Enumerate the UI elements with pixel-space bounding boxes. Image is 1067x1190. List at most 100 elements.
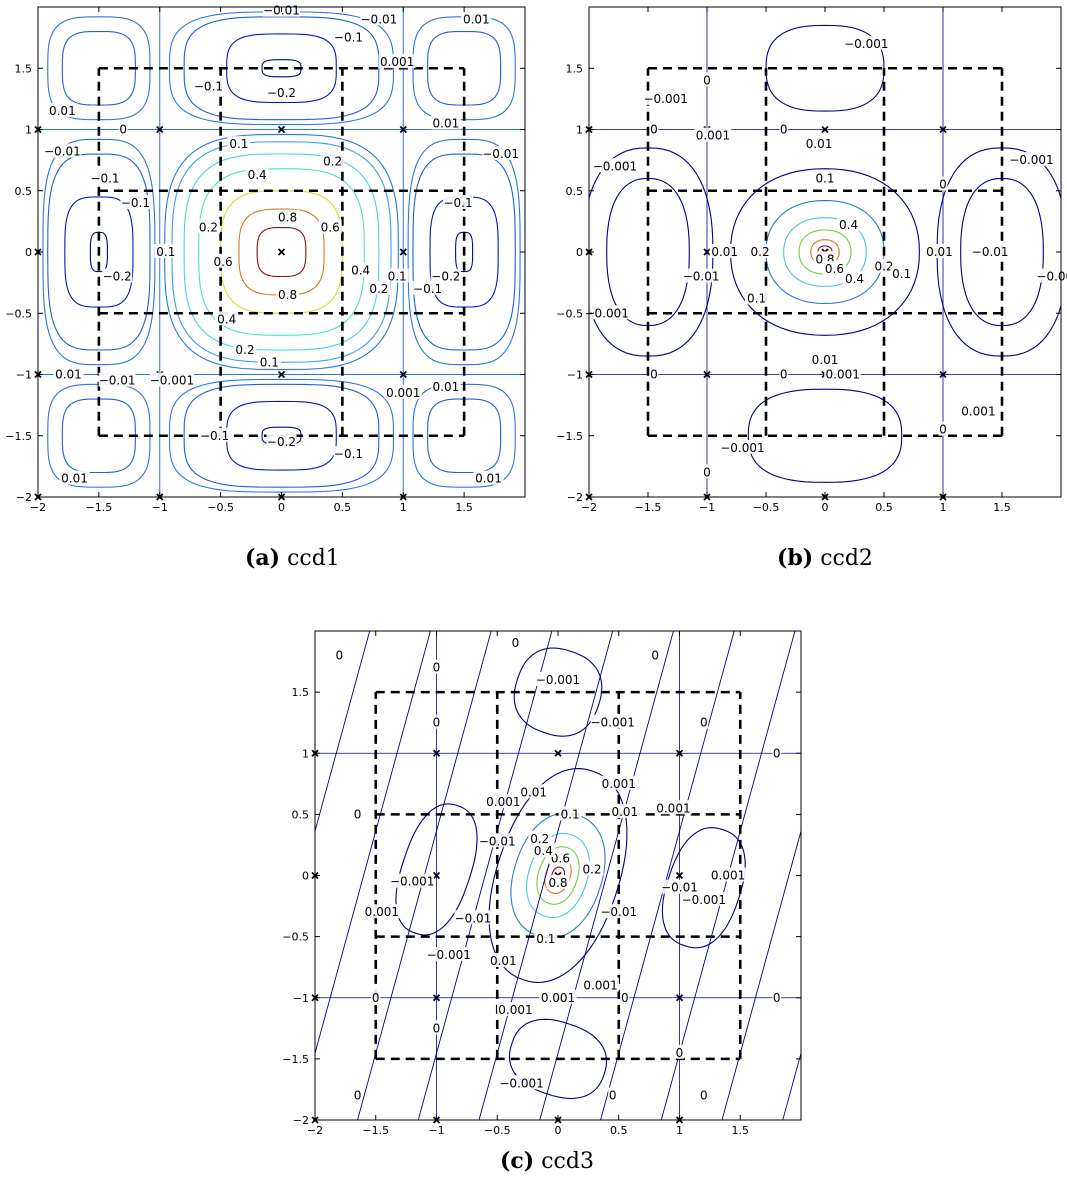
y-tick-label: 0 [576, 246, 583, 259]
contour-label-bg [650, 647, 660, 662]
contour-label: 0.1 [536, 932, 555, 946]
contour-label: 0.2 [369, 282, 388, 296]
contour-label-bg [643, 90, 688, 105]
outer-contour [455, 231, 474, 273]
contour-label: 0.001 [602, 777, 636, 791]
outer-contour [47, 153, 151, 351]
y-tick-label: 1 [576, 124, 583, 137]
outer-contour [261, 59, 302, 78]
contour-label: 0.1 [815, 172, 834, 186]
contour-label-bg [772, 989, 782, 1004]
contour-label: 0.01 [926, 245, 953, 259]
contour-label-bg [443, 195, 474, 209]
contour-label-bg [245, 166, 269, 181]
node-marker-stroke [432, 871, 441, 880]
contour-label: −0.2 [103, 270, 132, 284]
contour-label: −0.001 [150, 374, 194, 388]
contour-label: 0.01 [61, 472, 88, 486]
contour-label-bg [478, 833, 516, 848]
outer-contour [61, 30, 136, 106]
contour-label: −0.001 [643, 92, 687, 106]
node-marker-stroke [821, 125, 829, 134]
node-marker [675, 871, 684, 880]
slanted-zero-line [782, 1051, 801, 1120]
node-marker [675, 749, 684, 757]
y-tick-label: 1 [25, 124, 32, 137]
contour-label: −0.001 [499, 1076, 543, 1090]
contour-label-bg [193, 78, 224, 93]
contour-label: 0.4 [217, 312, 236, 326]
contour-label: 0 [512, 636, 520, 650]
contour-label: 0 [700, 1089, 708, 1103]
y-tick-label: −0.5 [556, 307, 583, 320]
node-marker [156, 125, 164, 134]
slanted-zero-line [539, 631, 674, 1120]
contour-label-bg [266, 84, 297, 99]
contour-label: 0.8 [548, 876, 567, 890]
contour-label: −0.2 [267, 86, 296, 100]
contour-label: 0.001 [386, 386, 420, 400]
node-marker-stroke [939, 125, 947, 134]
contour-label: 0.001 [583, 979, 617, 993]
contour-label-bg [822, 261, 846, 276]
node-marker [821, 125, 829, 134]
y-tick-label: 0.5 [292, 808, 310, 821]
contour-label-bg [608, 1087, 618, 1102]
contour-label-bg [432, 1020, 441, 1035]
contour-label: −0.01 [455, 911, 492, 925]
contour-label: 0 [651, 648, 659, 662]
contour-label: 0 [621, 991, 629, 1005]
contour-label: 0 [780, 123, 788, 137]
contour-label-bg [699, 714, 709, 729]
x-tick-label: 0 [278, 501, 285, 514]
contour-label-bg [430, 115, 461, 130]
contour-label: −0.001 [390, 875, 434, 889]
side-lobe-contour [606, 177, 690, 327]
contour-label: −0.1 [121, 196, 150, 210]
y-tick-label: −1 [16, 369, 32, 382]
contour-label-bg [426, 946, 471, 961]
contour-label-bg [53, 366, 84, 381]
contour-label-bg [196, 219, 220, 234]
contour-label-bg [709, 867, 747, 882]
contour-label: −0.1 [443, 196, 472, 210]
contour-label: 0.6 [551, 851, 570, 865]
contour-label-bg [461, 11, 492, 26]
contour-label-bg [59, 470, 90, 485]
contour-label-bg [971, 244, 1009, 258]
x-tick-label: −2 [30, 501, 46, 514]
contour-label: 0.01 [806, 137, 833, 151]
contour-label-bg [709, 244, 740, 258]
contour-label-bg [682, 268, 720, 283]
contour-label: 0 [609, 1089, 617, 1103]
contour-label: 0.4 [351, 263, 370, 277]
contour-label: 0 [773, 746, 781, 760]
contour-label-bg [360, 11, 398, 26]
contour-label: −0.01 [361, 12, 398, 26]
contour-label: −0.2 [267, 435, 296, 449]
contour-label: 0.001 [498, 1003, 532, 1017]
contour-label-bg [813, 170, 837, 185]
contour-label: 0 [119, 123, 127, 137]
contour-label: 0.01 [433, 116, 460, 130]
y-tick-label: 0 [25, 246, 32, 259]
contour-label: −0.1 [413, 282, 442, 296]
lobe-contour [513, 647, 603, 737]
y-tick-label: −1.5 [556, 430, 583, 443]
contour-label: 0.1 [156, 245, 175, 259]
contour-label: 0.01 [711, 245, 738, 259]
x-tick-label: −1 [428, 1124, 444, 1137]
contour-label-bg [149, 372, 194, 387]
contour-label-bg [47, 103, 78, 118]
contour-label-bg [432, 714, 441, 729]
contour-label-bg [938, 421, 948, 436]
contour-label: 0 [433, 716, 441, 730]
contour-label: −0.01 [479, 834, 516, 848]
contour-label: −0.2 [431, 270, 460, 284]
contour-label: 0 [372, 991, 380, 1005]
node-marker [432, 871, 441, 880]
outer-contour [47, 16, 151, 121]
contour-label-bg [266, 433, 297, 448]
contour-label-bg [496, 1001, 534, 1016]
contour-label: 0.1 [892, 267, 911, 281]
